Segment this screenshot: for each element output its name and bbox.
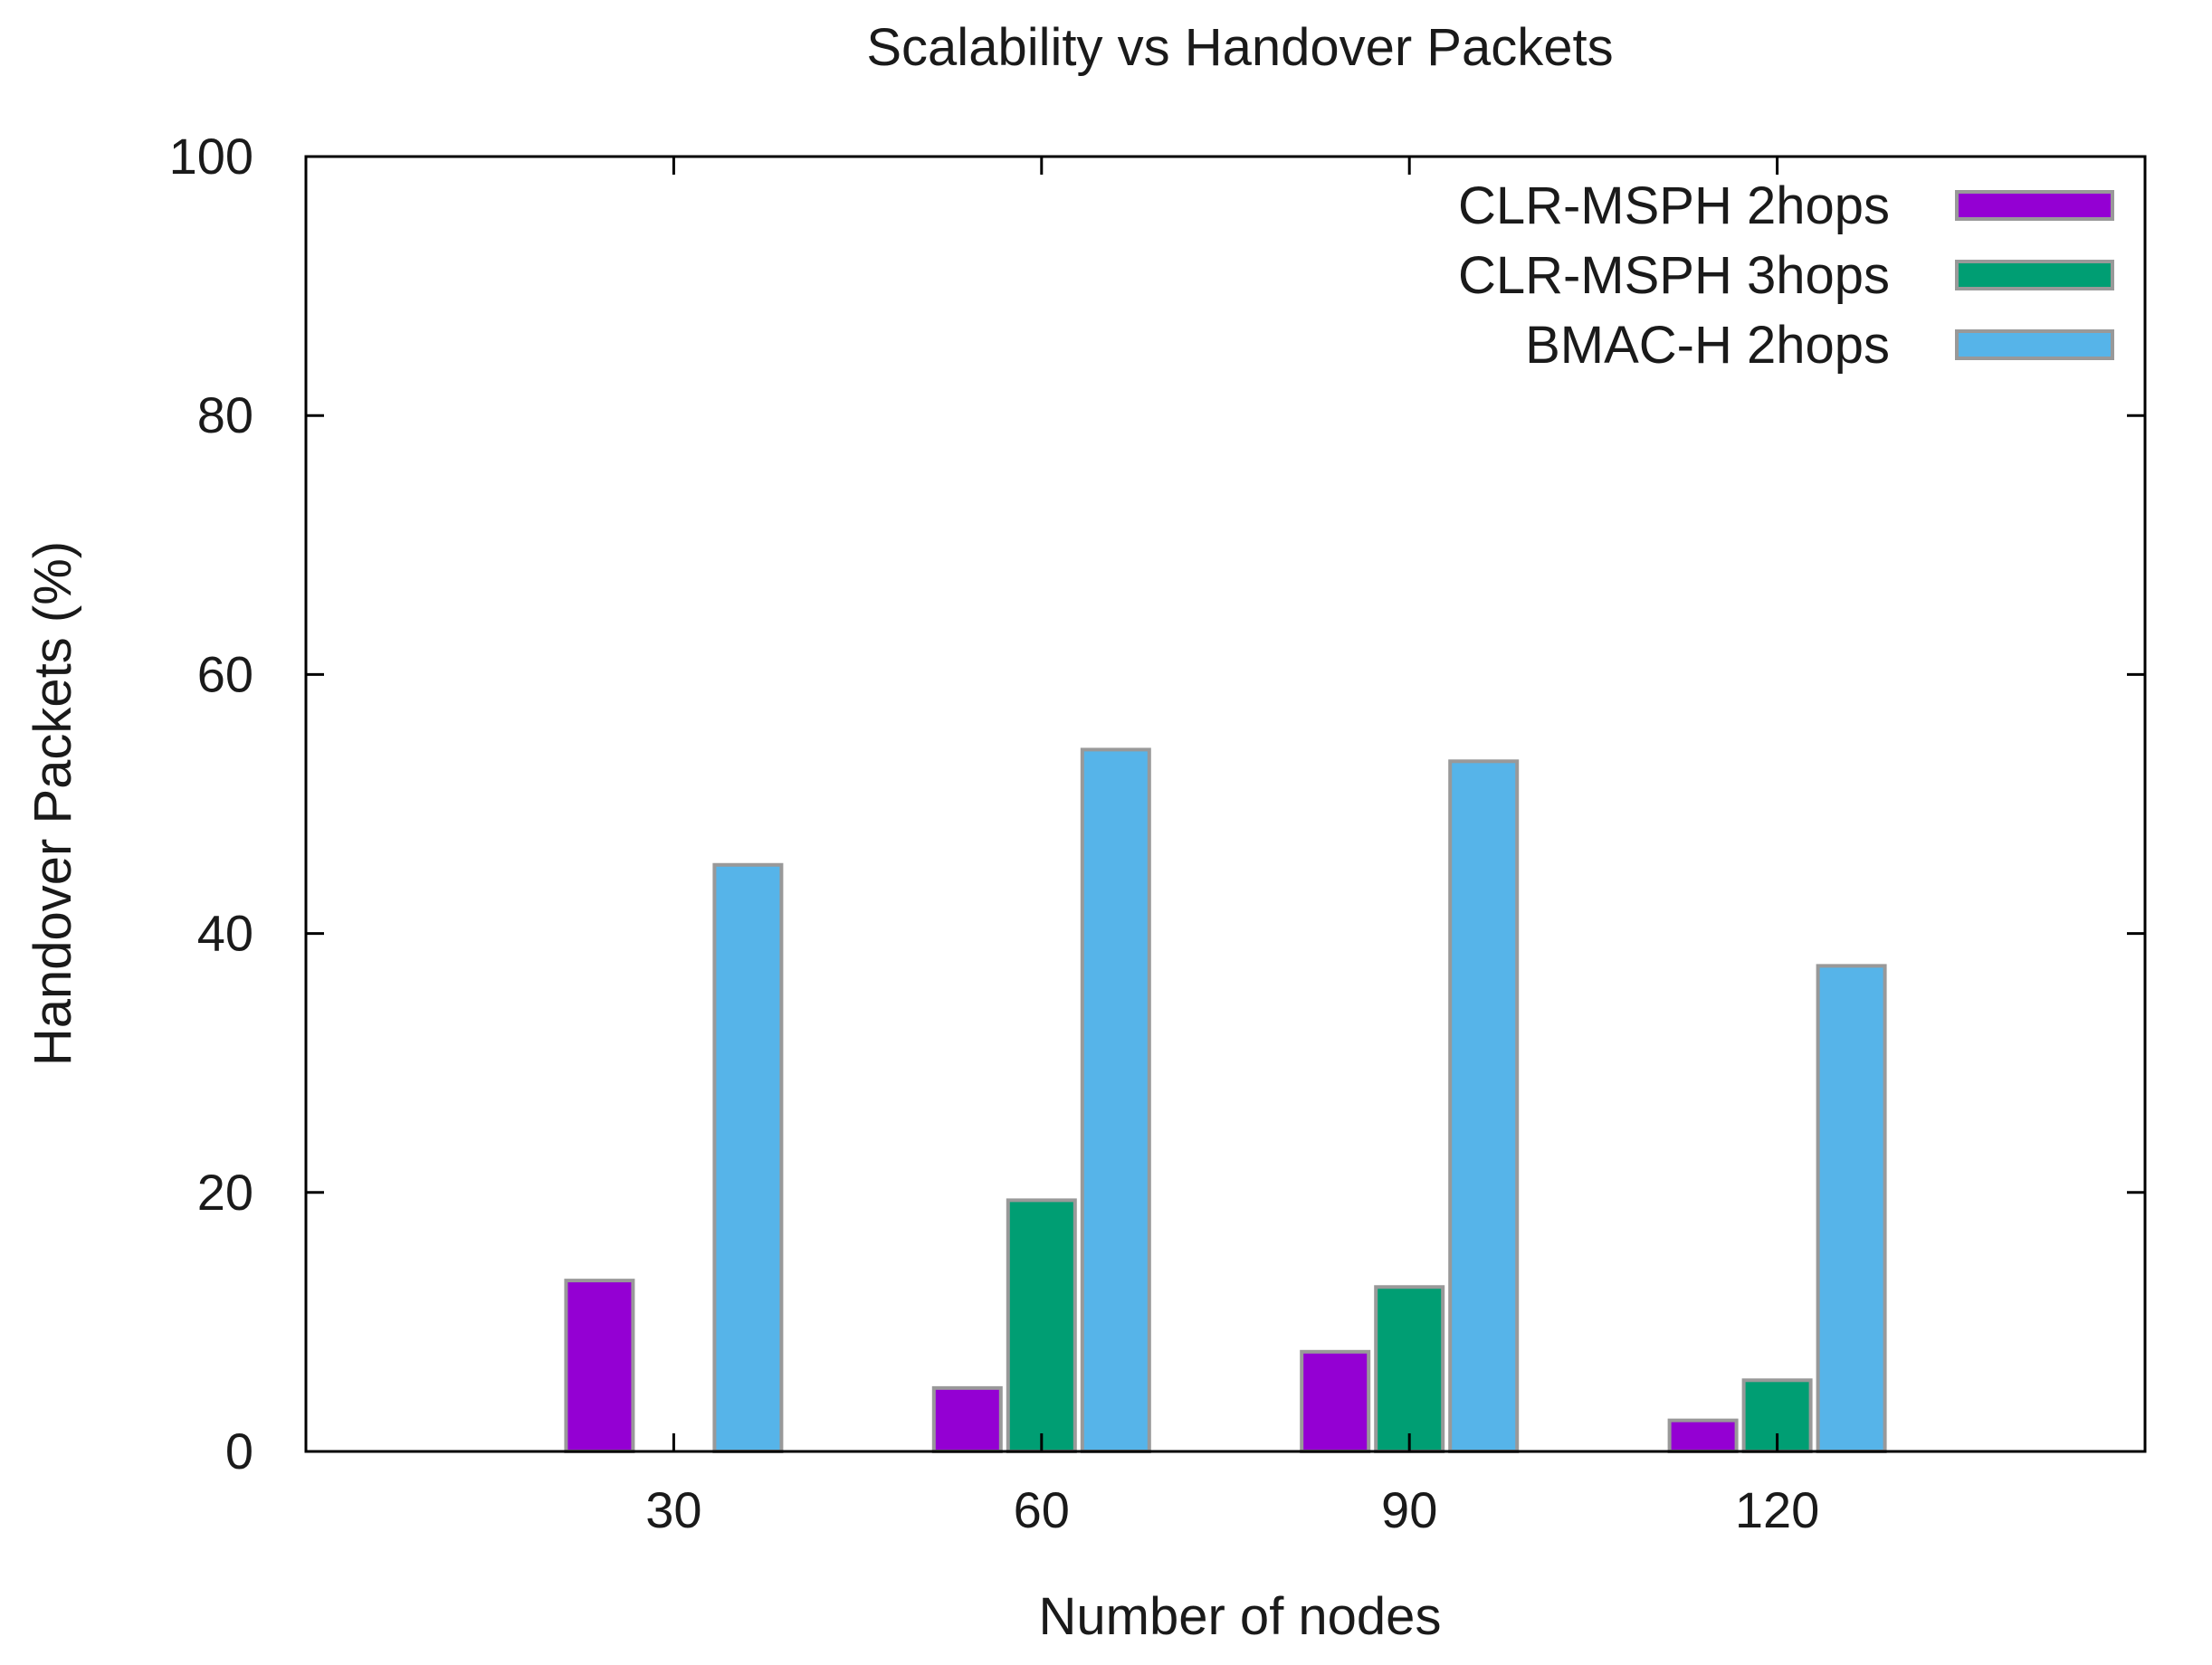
legend-label-3: BMAC-H 2hops — [1525, 316, 1890, 375]
x-axis-label: Number of nodes — [1039, 1587, 1442, 1646]
bar-2-90 — [1374, 1285, 1445, 1453]
bar-3-30 — [712, 862, 784, 1453]
bar-1-90 — [1300, 1349, 1371, 1453]
bar-1-120 — [1667, 1418, 1739, 1454]
x-tick-label: 120 — [1735, 1481, 1819, 1538]
y-axis-label: Handover Packets (%) — [24, 541, 82, 1066]
legend-label-2: CLR-MSPH 3hops — [1458, 246, 1890, 305]
bar-3-60 — [1080, 747, 1151, 1453]
bar-3-120 — [1816, 964, 1887, 1453]
y-tick-label: 20 — [197, 1164, 253, 1221]
plot-frame — [304, 155, 2147, 1453]
y-tick-label: 40 — [197, 905, 253, 962]
x-tick-label: 30 — [645, 1481, 701, 1538]
legend-swatch-1 — [1955, 190, 2114, 221]
y-tick-label: 80 — [197, 386, 253, 443]
x-tick-label: 60 — [1014, 1481, 1070, 1538]
bar-1-60 — [931, 1385, 1003, 1453]
y-tick-label: 100 — [169, 128, 253, 185]
y-tick-label: 0 — [225, 1422, 253, 1479]
x-tick-label: 90 — [1381, 1481, 1437, 1538]
y-tick-label: 60 — [197, 645, 253, 702]
bar-3-90 — [1448, 759, 1520, 1453]
bar-2-60 — [1006, 1198, 1077, 1453]
bar-1-30 — [564, 1279, 635, 1454]
legend-swatch-3 — [1955, 329, 2114, 360]
chart-title: Scalability vs Handover Packets — [866, 18, 1613, 77]
legend-swatch-2 — [1955, 260, 2114, 290]
plot-area: 0 20 40 60 80 100 30 60 90 120 — [169, 128, 2147, 1538]
legend: CLR-MSPH 2hops CLR-MSPH 3hops BMAC-H 2hops — [1458, 176, 2114, 375]
legend-label-1: CLR-MSPH 2hops — [1458, 176, 1890, 235]
